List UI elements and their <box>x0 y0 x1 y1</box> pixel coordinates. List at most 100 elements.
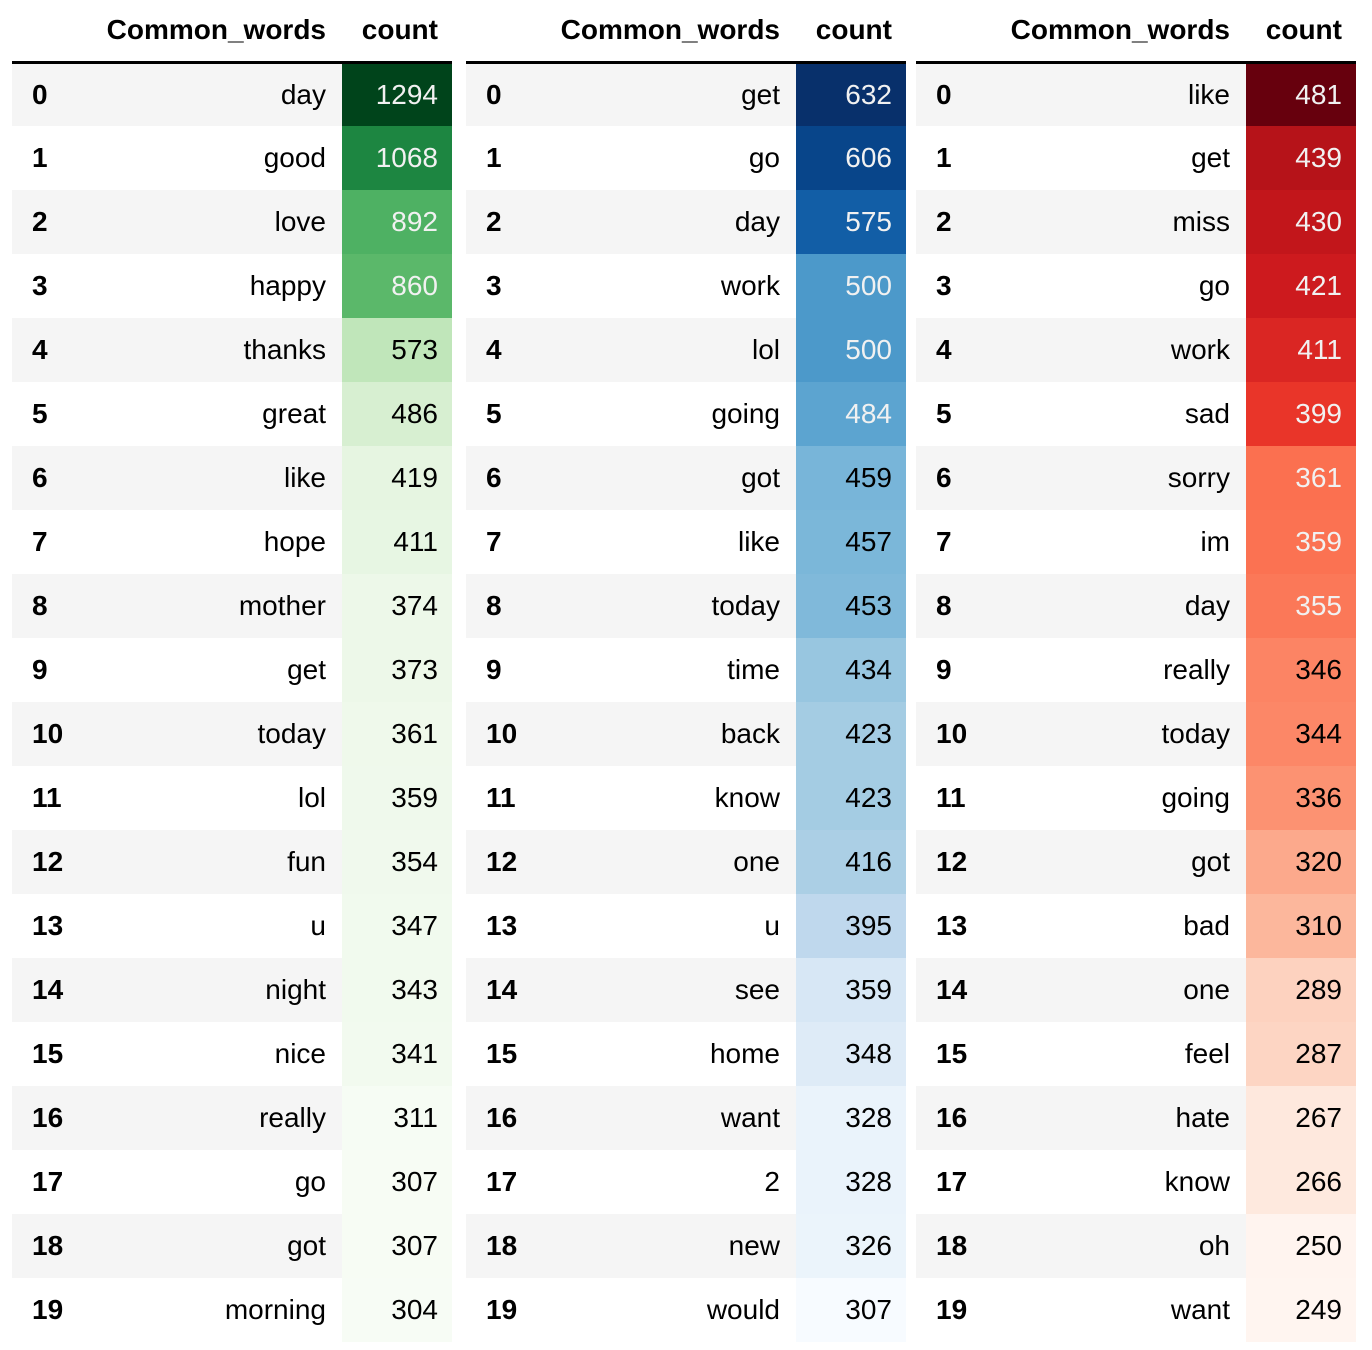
word-cell: feel <box>986 1022 1246 1086</box>
table-row: 7 like 457 <box>466 510 906 574</box>
table-row: 17 go 307 <box>12 1150 452 1214</box>
count-cell: 355 <box>1246 574 1356 638</box>
table-row: 15 home 348 <box>466 1022 906 1086</box>
row-index: 3 <box>466 254 536 318</box>
count-cell: 1068 <box>342 126 452 190</box>
word-cell: 2 <box>536 1150 796 1214</box>
row-index: 5 <box>12 382 82 446</box>
count-cell: 399 <box>1246 382 1356 446</box>
table-row: 3 work 500 <box>466 254 906 318</box>
common-words-header: Common_words <box>1010 14 1230 46</box>
count-cell: 484 <box>796 382 906 446</box>
row-index: 13 <box>466 894 536 958</box>
count-header: count <box>361 14 438 46</box>
count-cell: 860 <box>342 254 452 318</box>
table-row: 11 going 336 <box>916 766 1356 830</box>
count-cell: 453 <box>796 574 906 638</box>
row-index: 6 <box>466 446 536 510</box>
count-cell: 361 <box>1246 446 1356 510</box>
count-cell: 307 <box>342 1150 452 1214</box>
row-index: 3 <box>916 254 986 318</box>
word-cell: day <box>986 574 1246 638</box>
count-cell: 374 <box>342 574 452 638</box>
row-index: 5 <box>916 382 986 446</box>
common-words-header: Common_words <box>560 14 780 46</box>
row-index: 2 <box>916 190 986 254</box>
table-row: 17 know 266 <box>916 1150 1356 1214</box>
table-row: 4 work 411 <box>916 318 1356 382</box>
row-index: 16 <box>466 1086 536 1150</box>
row-index: 11 <box>12 766 82 830</box>
count-cell: 439 <box>1246 126 1356 190</box>
count-cell: 336 <box>1246 766 1356 830</box>
word-cell: today <box>986 702 1246 766</box>
count-cell: 266 <box>1246 1150 1356 1214</box>
table-row: 5 great 486 <box>12 382 452 446</box>
row-index: 4 <box>12 318 82 382</box>
table-row: 0 like 481 <box>916 62 1356 126</box>
word-cell: great <box>82 382 342 446</box>
table-row: 19 want 249 <box>916 1278 1356 1342</box>
table-row: 7 im 359 <box>916 510 1356 574</box>
count-cell: 328 <box>796 1086 906 1150</box>
table-row: 17 2 328 <box>466 1150 906 1214</box>
count-cell: 361 <box>342 702 452 766</box>
table-row: 11 lol 359 <box>12 766 452 830</box>
count-cell: 419 <box>342 446 452 510</box>
table-row: 8 mother 374 <box>12 574 452 638</box>
word-cell: one <box>536 830 796 894</box>
word-cell: really <box>82 1086 342 1150</box>
table-row: 12 one 416 <box>466 830 906 894</box>
header-row: Common_words count <box>916 0 1356 62</box>
table-row: 2 day 575 <box>466 190 906 254</box>
row-index: 7 <box>12 510 82 574</box>
count-cell: 434 <box>796 638 906 702</box>
count-cell: 416 <box>796 830 906 894</box>
word-cell: got <box>536 446 796 510</box>
table-row: 10 today 344 <box>916 702 1356 766</box>
row-index: 2 <box>466 190 536 254</box>
table-row: 11 know 423 <box>466 766 906 830</box>
word-cell: get <box>986 126 1246 190</box>
count-cell: 411 <box>1246 318 1356 382</box>
word-cell: want <box>986 1278 1246 1342</box>
row-index: 14 <box>12 958 82 1022</box>
count-header: count <box>1265 14 1342 46</box>
word-cell: work <box>536 254 796 318</box>
count-cell: 310 <box>1246 894 1356 958</box>
count-cell: 892 <box>342 190 452 254</box>
word-cell: know <box>536 766 796 830</box>
count-cell: 373 <box>342 638 452 702</box>
word-cell: morning <box>82 1278 342 1342</box>
row-index: 14 <box>466 958 536 1022</box>
table-row: 13 u 395 <box>466 894 906 958</box>
count-cell: 289 <box>1246 958 1356 1022</box>
count-cell: 359 <box>1246 510 1356 574</box>
table-row: 19 would 307 <box>466 1278 906 1342</box>
row-index: 16 <box>12 1086 82 1150</box>
table-row: 10 today 361 <box>12 702 452 766</box>
row-index: 4 <box>916 318 986 382</box>
count-cell: 344 <box>1246 702 1356 766</box>
row-index: 1 <box>12 126 82 190</box>
count-cell: 346 <box>1246 638 1356 702</box>
count-cell: 1294 <box>342 62 452 126</box>
word-cell: go <box>536 126 796 190</box>
table-row: 16 want 328 <box>466 1086 906 1150</box>
table-row: 8 today 453 <box>466 574 906 638</box>
table-row: 14 night 343 <box>12 958 452 1022</box>
word-cell: go <box>82 1150 342 1214</box>
count-cell: 423 <box>796 766 906 830</box>
count-cell: 575 <box>796 190 906 254</box>
count-cell: 348 <box>796 1022 906 1086</box>
count-cell: 423 <box>796 702 906 766</box>
row-index: 8 <box>466 574 536 638</box>
count-cell: 573 <box>342 318 452 382</box>
table-row: 5 going 484 <box>466 382 906 446</box>
count-cell: 326 <box>796 1214 906 1278</box>
word-cell: time <box>536 638 796 702</box>
word-cell: know <box>986 1150 1246 1214</box>
common-words-table-red: Common_words count 0 like 481 1 get 439 2 miss 4… <box>916 0 1356 1342</box>
table-row: 15 nice 341 <box>12 1022 452 1086</box>
table-row: 13 bad 310 <box>916 894 1356 958</box>
